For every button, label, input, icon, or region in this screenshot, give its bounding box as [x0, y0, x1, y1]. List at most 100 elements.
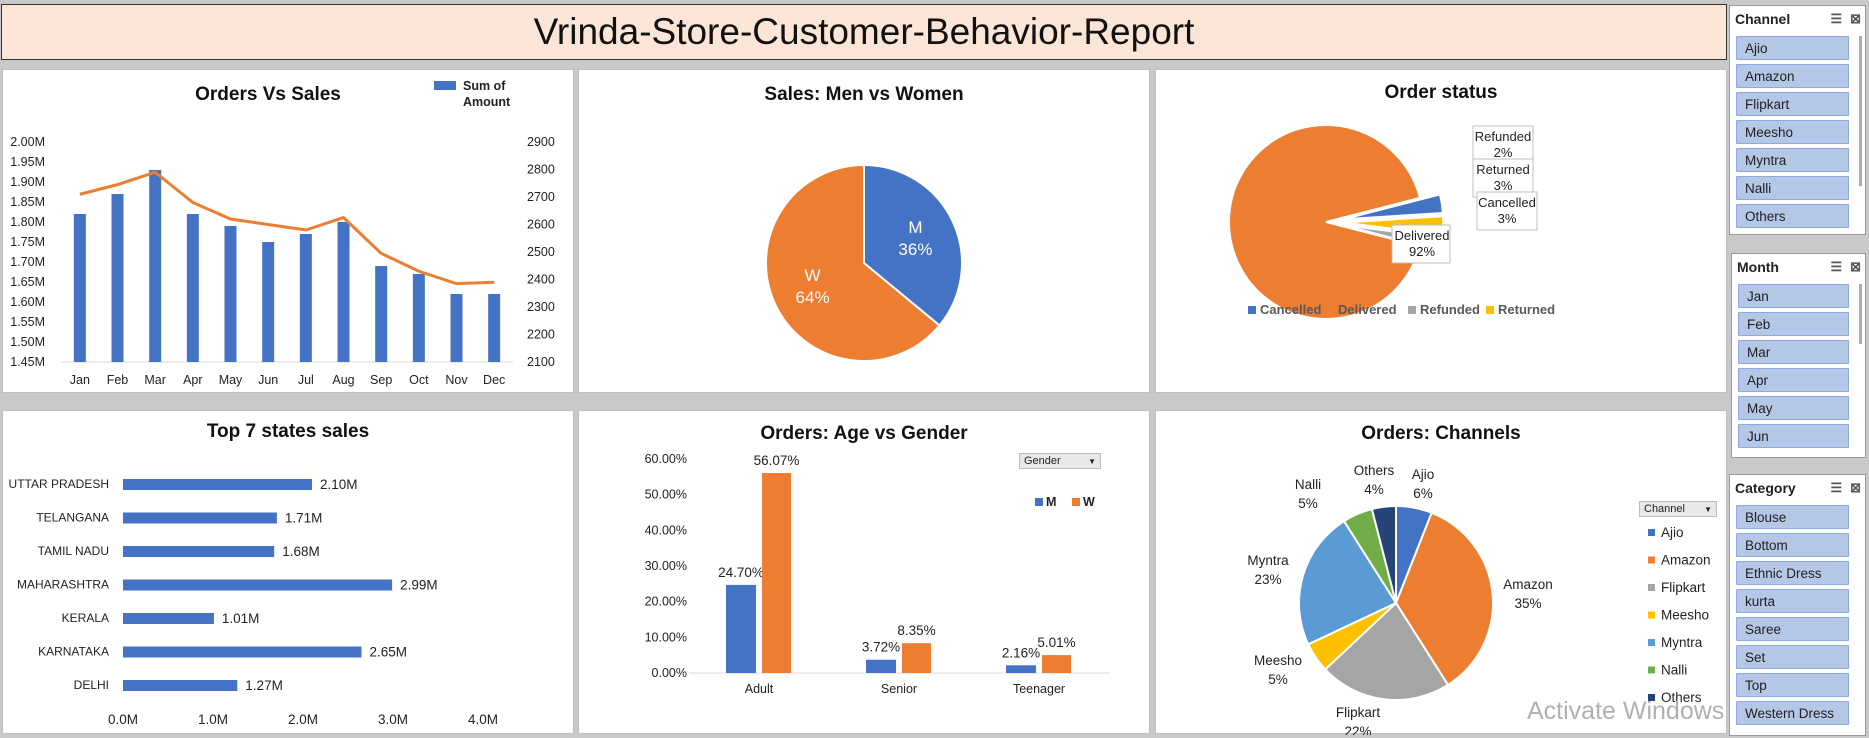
- slicer-item[interactable]: Flipkart: [1736, 92, 1849, 116]
- slicer-item[interactable]: Ajio: [1736, 36, 1849, 60]
- slicer-item[interactable]: Mar: [1738, 340, 1849, 364]
- gender-filter-dropdown[interactable]: Gender ▼: [1019, 453, 1101, 469]
- y-left-tick-label: 1.60M: [10, 295, 45, 309]
- x-tick-label: 1.0M: [198, 712, 228, 727]
- chevron-down-icon: ▼: [1704, 505, 1712, 514]
- slicer-item[interactable]: Saree: [1736, 617, 1849, 641]
- legend-swatch: [1326, 306, 1334, 314]
- slice-value-label: 64%: [796, 288, 830, 307]
- slicer-item[interactable]: Nalli: [1736, 176, 1849, 200]
- slicer-item[interactable]: Western Dress: [1736, 701, 1849, 725]
- slicer-item[interactable]: Set: [1736, 645, 1849, 669]
- slicer-item[interactable]: Bottom: [1736, 533, 1849, 557]
- x-tick-label: Senior: [881, 682, 917, 696]
- chart-title: Sales: Men vs Women: [764, 84, 964, 105]
- legend-swatch: [1486, 306, 1494, 314]
- order-status-chart: Refunded2%Returned3%Cancelled3%Delivered…: [1228, 124, 1555, 320]
- month-slicer: Month ☰ ⊠ Jan Feb Mar Apr May Jun: [1731, 253, 1866, 458]
- legend-label: Flipkart: [1661, 580, 1706, 595]
- data-label: 1.71M: [285, 511, 323, 526]
- clear-filter-icon[interactable]: ⊠: [1850, 480, 1861, 495]
- multi-select-icon[interactable]: ☰: [1830, 259, 1843, 274]
- y-tick-label: 10.00%: [645, 630, 687, 644]
- y-left-tick-label: 1.65M: [10, 275, 45, 289]
- callout-box: [1476, 191, 1538, 231]
- legend-label: Ajio: [1661, 525, 1684, 540]
- x-tick-label: Adult: [745, 682, 774, 696]
- state-bar: [123, 613, 214, 624]
- slicer-item[interactable]: Ethnic Dress: [1736, 561, 1849, 585]
- scrollbar[interactable]: [1859, 36, 1862, 186]
- y-tick-label: 50.00%: [645, 488, 687, 502]
- activate-windows-watermark: Activate Windows: [1527, 697, 1725, 725]
- slice-label: Nalli: [1295, 477, 1321, 492]
- y-left-tick-label: 1.85M: [10, 195, 45, 209]
- slicer-item[interactable]: Jan: [1738, 284, 1849, 308]
- state-bar: [123, 546, 275, 557]
- age-gender-bar: [902, 643, 931, 673]
- slicer-item[interactable]: Top: [1736, 673, 1849, 697]
- sales-bar: [149, 170, 162, 362]
- state-label: UTTAR PRADESH: [9, 477, 109, 491]
- channel-filter-dropdown[interactable]: Channel ▼: [1639, 501, 1717, 517]
- slice-label: Ajio: [1412, 467, 1435, 482]
- slice-label: Amazon: [1503, 577, 1553, 592]
- legend-label: W: [1083, 495, 1095, 509]
- multi-select-icon[interactable]: ☰: [1830, 480, 1843, 495]
- callout-box: [1472, 125, 1534, 165]
- legend-label: Others: [1661, 690, 1702, 705]
- x-tick-label: Jan: [70, 373, 90, 387]
- sales-bar: [375, 266, 388, 362]
- orders-vs-sales-panel: Orders Vs Sales 2.00M 1.95M 1.90M 1.85M 1.80…: [2, 69, 574, 393]
- scrollbar[interactable]: [1859, 284, 1862, 344]
- sales-bar: [73, 214, 86, 362]
- legend-label: Amazon: [1661, 553, 1711, 568]
- y-right-tick-label: 2100: [527, 355, 555, 369]
- slice-value-label: 3%: [1494, 178, 1513, 193]
- clear-filter-icon[interactable]: ⊠: [1850, 259, 1861, 274]
- data-label: 56.07%: [754, 453, 800, 468]
- legend-swatch: [1648, 529, 1655, 536]
- data-label: 2.99M: [400, 578, 438, 593]
- slice-value-label: 6%: [1413, 486, 1433, 501]
- slice-label: Meesho: [1254, 653, 1302, 668]
- y-left-tick-label: 1.45M: [10, 355, 45, 369]
- y-right-tick-label: 2900: [527, 135, 555, 149]
- slicer-item[interactable]: Others: [1736, 204, 1849, 228]
- legend-swatch: [1408, 306, 1416, 314]
- state-bar: [123, 680, 238, 691]
- state-label: TELANGANA: [36, 511, 109, 525]
- state-bar: [123, 579, 393, 591]
- slicer-item[interactable]: May: [1738, 396, 1849, 420]
- multi-select-icon[interactable]: ☰: [1830, 11, 1843, 26]
- age-vs-gender-panel: Orders: Age vs Gender Gender ▼ 60.00% 50.…: [578, 410, 1150, 734]
- slicer-title: Month: [1737, 259, 1779, 275]
- slicer-item[interactable]: Apr: [1738, 368, 1849, 392]
- slicer-item[interactable]: Amazon: [1736, 64, 1849, 88]
- slice-value-label: 2%: [1494, 145, 1513, 160]
- chart-title: Top 7 states sales: [206, 421, 370, 442]
- x-tick-label: Jun: [258, 373, 278, 387]
- x-tick-label: 3.0M: [378, 712, 408, 727]
- clear-filter-icon[interactable]: ⊠: [1850, 11, 1861, 26]
- slicer-item[interactable]: Blouse: [1736, 505, 1849, 529]
- slicer-item[interactable]: Feb: [1738, 312, 1849, 336]
- slicer-item[interactable]: Jun: [1738, 424, 1849, 448]
- slicer-item[interactable]: kurta: [1736, 589, 1849, 613]
- data-label: 2.16%: [1002, 645, 1040, 660]
- slicer-header: Channel ☰ ⊠: [1730, 6, 1865, 32]
- slicer-item[interactable]: Meesho: [1736, 120, 1849, 144]
- gender-filter-label: Gender: [1024, 455, 1061, 467]
- slice-label: Returned: [1476, 162, 1529, 177]
- slicer-item[interactable]: Myntra: [1736, 148, 1849, 172]
- x-tick-label: Dec: [483, 373, 505, 387]
- y-left-tick-label: 2.00M: [10, 135, 45, 149]
- data-label: 3.72%: [862, 640, 900, 655]
- y-right-tick-label: 2700: [527, 190, 555, 204]
- y-left-tick-label: 1.90M: [10, 175, 45, 189]
- legend-swatch: [1248, 306, 1256, 314]
- chevron-down-icon: ▼: [1088, 457, 1096, 466]
- sales-bar: [337, 222, 350, 362]
- x-tick-label: 0.0M: [108, 712, 138, 727]
- y-left-tick-label: 1.80M: [10, 215, 45, 229]
